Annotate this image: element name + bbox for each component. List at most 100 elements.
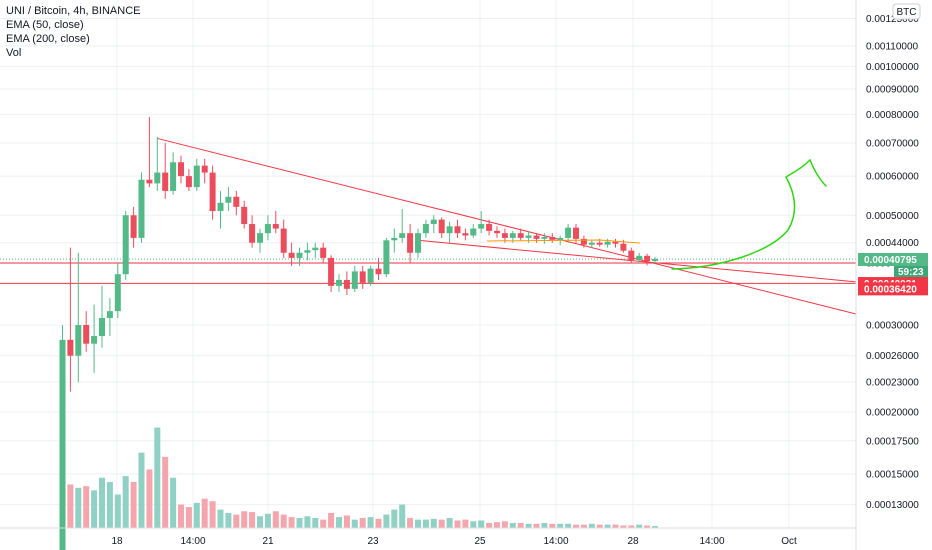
candle-body	[185, 176, 192, 188]
price-tick-label: 0.00110000	[866, 41, 919, 52]
legend-symbol[interactable]: UNI / Bitcoin, 4h, BINANCE	[6, 5, 141, 17]
candle-body	[209, 172, 216, 212]
candle-body	[557, 237, 564, 240]
volume-bar	[122, 476, 129, 528]
price-tick-label: 0.00026000	[866, 351, 919, 362]
candle-body	[178, 162, 184, 177]
volume-bar	[162, 456, 169, 528]
volume-bar	[422, 519, 429, 528]
time-tick-label: 14:00	[180, 536, 205, 547]
candle-body	[580, 238, 587, 245]
volume-bar	[114, 494, 121, 528]
legend-vol[interactable]: Vol	[6, 47, 22, 59]
candle-body	[122, 215, 129, 275]
candle-body	[422, 224, 429, 234]
volume-bar	[264, 513, 271, 528]
legend-ema200[interactable]: EMA (200, close)	[6, 33, 90, 45]
candle-body	[288, 252, 295, 258]
volume-bar	[604, 524, 611, 528]
volume-bar	[367, 517, 374, 528]
candles	[59, 117, 658, 550]
volume-bar	[486, 522, 493, 528]
candle-body	[446, 226, 453, 234]
volume-bar	[328, 512, 335, 528]
volume-bar	[383, 514, 390, 528]
overlays	[486, 158, 827, 270]
volume-bar	[154, 427, 161, 528]
trendline	[157, 137, 857, 315]
volume-bar	[612, 524, 619, 528]
volume-bar	[249, 512, 256, 528]
volume-bar	[415, 519, 421, 528]
candle-body	[304, 250, 311, 253]
price-tick-label: 0.00090000	[866, 85, 919, 96]
candle-body	[170, 162, 177, 191]
chart-legend: UNI / Bitcoin, 4h, BINANCE EMA (50, clos…	[6, 4, 141, 60]
candle-body	[130, 215, 137, 238]
price-axis[interactable]: 0.00125000 0.00110000 0.00100000 0.00090000…	[855, 0, 919, 550]
volume-bar	[343, 515, 350, 528]
volume-bar	[557, 523, 564, 528]
candle-body	[486, 224, 493, 231]
countdown-label: 59:23	[898, 267, 924, 278]
volume-bar	[580, 524, 587, 528]
volume-bar	[501, 521, 508, 528]
candle-body	[501, 233, 508, 238]
volume-bar	[478, 520, 485, 528]
volume-bar	[391, 509, 398, 528]
bullish-arrow	[671, 158, 827, 270]
currency-badge	[892, 3, 921, 20]
volume-bar	[407, 517, 414, 528]
time-tick-label: Oct	[781, 536, 797, 547]
candle-body	[565, 227, 572, 238]
candle-body	[644, 255, 651, 262]
volume-bar	[438, 519, 445, 528]
candle-body	[312, 247, 319, 251]
candle-body	[59, 339, 66, 550]
volume-bar	[288, 517, 295, 528]
candle-body	[280, 228, 287, 253]
candle-body	[257, 233, 263, 243]
volume-bar	[170, 477, 177, 528]
volume-bar	[375, 518, 382, 528]
price-tick-label: 0.00060000	[866, 172, 919, 183]
candle-body	[494, 230, 500, 234]
price-tick-label: 0.00020000	[866, 408, 919, 419]
volume-bar	[399, 504, 406, 528]
legend-ema50[interactable]: EMA (50, close)	[6, 19, 84, 31]
candle-body	[628, 250, 635, 261]
time-tick-label: 23	[367, 536, 379, 547]
volume-bar	[565, 523, 572, 528]
candle-body	[383, 240, 390, 275]
trendline	[417, 239, 857, 283]
price-tick-label: 0.00017500	[866, 436, 919, 447]
volume-bar	[470, 521, 477, 528]
candle-body	[296, 252, 303, 258]
volume-bar	[99, 477, 105, 528]
candle-body	[217, 202, 224, 212]
candle-body	[75, 325, 82, 356]
volume-bars	[59, 393, 658, 528]
volume-bar	[130, 481, 137, 528]
candle-body	[636, 255, 643, 261]
volume-bar	[525, 523, 532, 528]
volume-bar	[178, 504, 184, 528]
time-axis[interactable]: 18 14:00 21 23 25 14:00 28 14:00 Oct	[0, 527, 856, 547]
price-tick-label: 0.00015000	[866, 469, 919, 480]
price-tick-label: 0.00125000	[866, 14, 919, 25]
candle-body	[415, 233, 421, 253]
candle-body	[478, 224, 485, 229]
price-tick-label: 0.00050000	[866, 211, 919, 222]
volume-bar	[209, 501, 216, 528]
volume-bar	[272, 511, 279, 528]
volume-bar	[596, 524, 603, 528]
candle-body	[604, 241, 611, 245]
volume-bar	[241, 511, 248, 528]
volume-bar	[320, 519, 327, 528]
volume-bar	[91, 490, 98, 528]
level2-price-badge	[858, 282, 928, 296]
candle-body	[517, 233, 524, 238]
candle-body	[343, 279, 350, 289]
candle-body	[351, 271, 358, 289]
